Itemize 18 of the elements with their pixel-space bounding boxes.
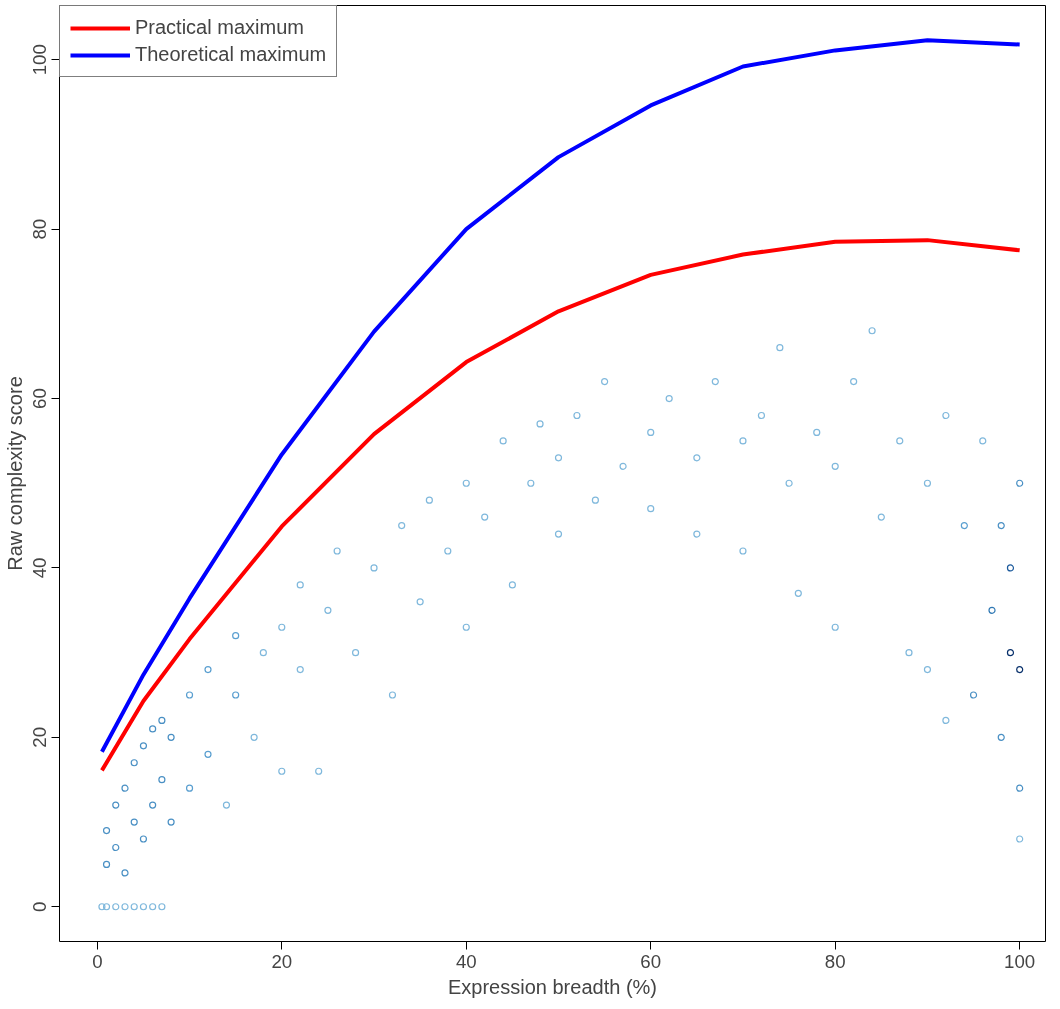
y-tick-label: 40 (29, 557, 51, 579)
x-axis-title: Expression breadth (%) (448, 975, 657, 998)
legend-label: Theoretical maximum (135, 43, 327, 66)
x-tick-label: 20 (271, 950, 293, 972)
x-tick-label: 40 (455, 950, 477, 972)
x-tick-label: 100 (1004, 950, 1036, 972)
x-tick-label: 0 (92, 950, 103, 972)
y-axis-title: Raw complexity score (3, 376, 26, 571)
line-series (99, 38, 1022, 754)
y-tick-label: 80 (29, 218, 51, 240)
line-series (99, 238, 1022, 773)
x-tick-label: 60 (640, 950, 662, 972)
y-tick-label: 0 (29, 901, 51, 912)
y-tick-label: 20 (29, 726, 51, 748)
y-tick-label: 100 (29, 44, 51, 76)
y-tick-label: 60 (29, 388, 51, 409)
x-tick-label: 80 (824, 950, 846, 972)
legend-label: Practical maximum (135, 16, 304, 39)
